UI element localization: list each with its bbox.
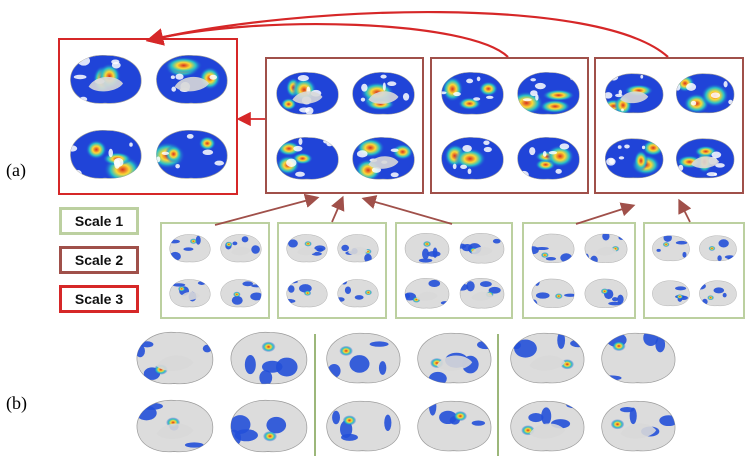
brain-44 (510, 332, 585, 384)
brain-27 (459, 277, 505, 308)
brain-28 (531, 233, 575, 263)
brain-34 (652, 280, 690, 306)
brain-11 (516, 136, 580, 179)
brain-0 (70, 55, 142, 104)
brain-41 (417, 332, 492, 384)
brain-6 (276, 136, 339, 179)
brain-36 (136, 332, 214, 385)
arrow-s1p2-to-s2 (331, 195, 345, 223)
brain-43 (417, 400, 492, 452)
brain-32 (652, 235, 690, 262)
brain-35 (699, 280, 737, 306)
arrow-s1p3-to-s2 (361, 195, 453, 225)
brain-26 (404, 277, 450, 308)
brain-39 (230, 400, 308, 453)
brain-38 (136, 400, 214, 453)
panel-label-b: (b) (6, 393, 27, 413)
arrow-s1p1-to-s2 (214, 193, 320, 226)
brain-15 (676, 138, 735, 178)
legend-scale-1: Scale 1 (59, 207, 139, 235)
legend-scale-2: Scale 2 (59, 246, 139, 274)
brain-1 (156, 55, 228, 104)
brain-29 (584, 233, 628, 263)
brain-14 (605, 138, 664, 178)
brain-46 (510, 400, 585, 452)
panel-label-a: (a) (6, 160, 26, 180)
brain-16 (169, 234, 211, 263)
brain-23 (337, 278, 379, 307)
brain-2 (70, 129, 142, 179)
brain-7 (351, 136, 415, 179)
brain-19 (220, 278, 262, 307)
arrow-s1p5-to-s2 (678, 198, 692, 223)
brain-3 (156, 129, 228, 179)
brain-10 (441, 136, 504, 179)
brain-31 (584, 278, 628, 308)
brain-45 (601, 332, 676, 384)
brain-8 (441, 72, 504, 115)
brain-13 (676, 73, 735, 114)
row-b-divider-2 (497, 334, 499, 456)
brain-24 (404, 233, 450, 264)
brain-20 (286, 234, 328, 263)
brain-25 (459, 233, 505, 264)
brain-21 (337, 234, 379, 263)
brain-5 (351, 72, 415, 115)
brain-33 (699, 235, 737, 262)
brain-17 (220, 234, 262, 263)
brain-9 (516, 72, 580, 115)
legend-scale-3: Scale 3 (59, 285, 139, 313)
brain-37 (230, 332, 308, 385)
brain-22 (286, 278, 328, 307)
brain-12 (605, 73, 664, 114)
brain-30 (531, 278, 575, 308)
brain-4 (276, 72, 339, 115)
brain-18 (169, 278, 211, 307)
brain-40 (326, 332, 401, 384)
row-b-divider-1 (314, 334, 316, 456)
brain-47 (601, 400, 676, 452)
brain-42 (326, 400, 401, 452)
